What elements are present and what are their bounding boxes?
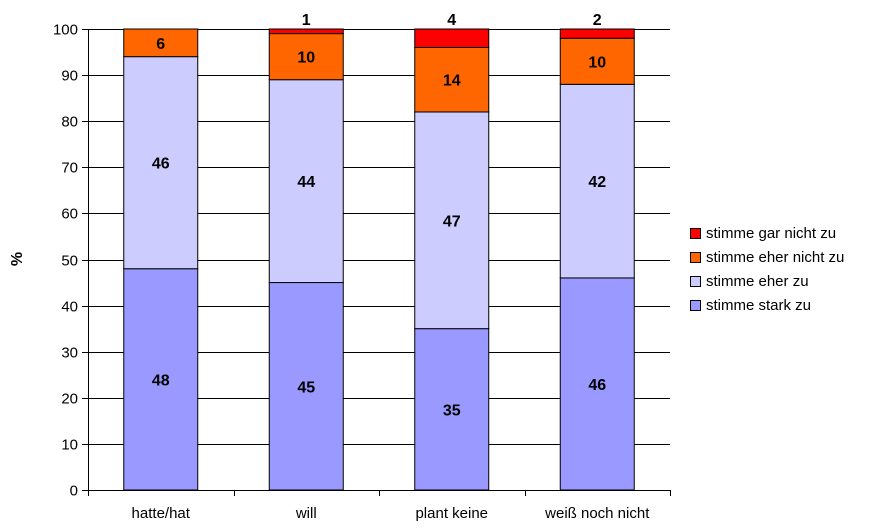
data-label: 48 — [152, 372, 170, 389]
legend-swatch — [690, 275, 701, 287]
y-tick-label: 80 — [61, 114, 78, 131]
legend-item: stimme gar nicht zu — [690, 222, 893, 244]
y-tick-label: 90 — [61, 68, 78, 85]
bars — [123, 28, 635, 491]
y-tick-label: 100 — [53, 22, 78, 39]
bar-segment — [559, 83, 635, 279]
y-tick-label: 70 — [61, 160, 78, 177]
bar-segment — [268, 79, 344, 284]
bar-segment — [123, 268, 199, 491]
bar-segment — [268, 33, 344, 81]
bar-segment — [559, 277, 635, 491]
bar-segment — [123, 28, 199, 58]
bar-segment — [559, 37, 635, 85]
legend-label: stimme stark zu — [706, 296, 812, 314]
bar-segment — [414, 28, 490, 48]
y-tick-label: 50 — [61, 253, 78, 270]
y-tick-label: 10 — [61, 437, 78, 454]
bar-segment — [414, 328, 490, 491]
x-tick-label: plant keine — [415, 505, 488, 522]
data-label: 46 — [152, 156, 170, 173]
legend-item: stimme stark zu — [690, 294, 893, 316]
data-label: 47 — [443, 213, 461, 230]
y-tick-label: 30 — [61, 345, 78, 362]
data-label: 4 — [447, 12, 456, 29]
data-label: 14 — [443, 73, 461, 90]
legend-item: stimme eher nicht zu — [690, 246, 893, 268]
bar-segment — [268, 28, 344, 35]
legend: stimme gar nicht zu stimme eher nicht zu s… — [690, 222, 893, 322]
data-label: 44 — [297, 174, 315, 191]
data-label: 6 — [156, 36, 165, 53]
bar-segment — [268, 282, 344, 491]
legend-label: stimme gar nicht zu — [706, 224, 837, 242]
data-label: 10 — [588, 54, 606, 71]
x-tick-label: will — [295, 505, 317, 522]
bar-segment — [123, 56, 199, 270]
bar-segment — [559, 28, 635, 39]
data-label: 10 — [297, 50, 315, 67]
data-label: 1 — [302, 12, 311, 29]
data-label: 46 — [588, 377, 606, 394]
legend-swatch — [690, 299, 701, 311]
x-tick-label: weiß noch nicht — [544, 505, 650, 522]
data-label: 2 — [593, 12, 602, 29]
y-tick-label: 0 — [70, 483, 78, 500]
y-axis-label: % — [9, 252, 26, 266]
data-label: 35 — [443, 402, 461, 419]
legend-swatch — [690, 227, 701, 239]
legend-item: stimme eher zu — [690, 270, 893, 292]
legend-label: stimme eher zu — [706, 272, 809, 290]
data-labels: 48 46 6 45 44 10 1 35 47 14 4 46 42 10 2 — [152, 12, 606, 419]
y-tick-label: 40 — [61, 299, 78, 316]
data-label: 45 — [297, 379, 315, 396]
x-tick-label: hatte/hat — [132, 505, 191, 522]
y-tick-label: 20 — [61, 391, 78, 408]
legend-label: stimme eher nicht zu — [706, 248, 845, 266]
axes: 0 10 20 30 40 50 60 70 80 90 100 hatte/hat will plant… — [53, 22, 671, 522]
y-tick-label: 60 — [61, 206, 78, 223]
legend-swatch — [690, 251, 701, 263]
data-label: 42 — [588, 174, 606, 191]
